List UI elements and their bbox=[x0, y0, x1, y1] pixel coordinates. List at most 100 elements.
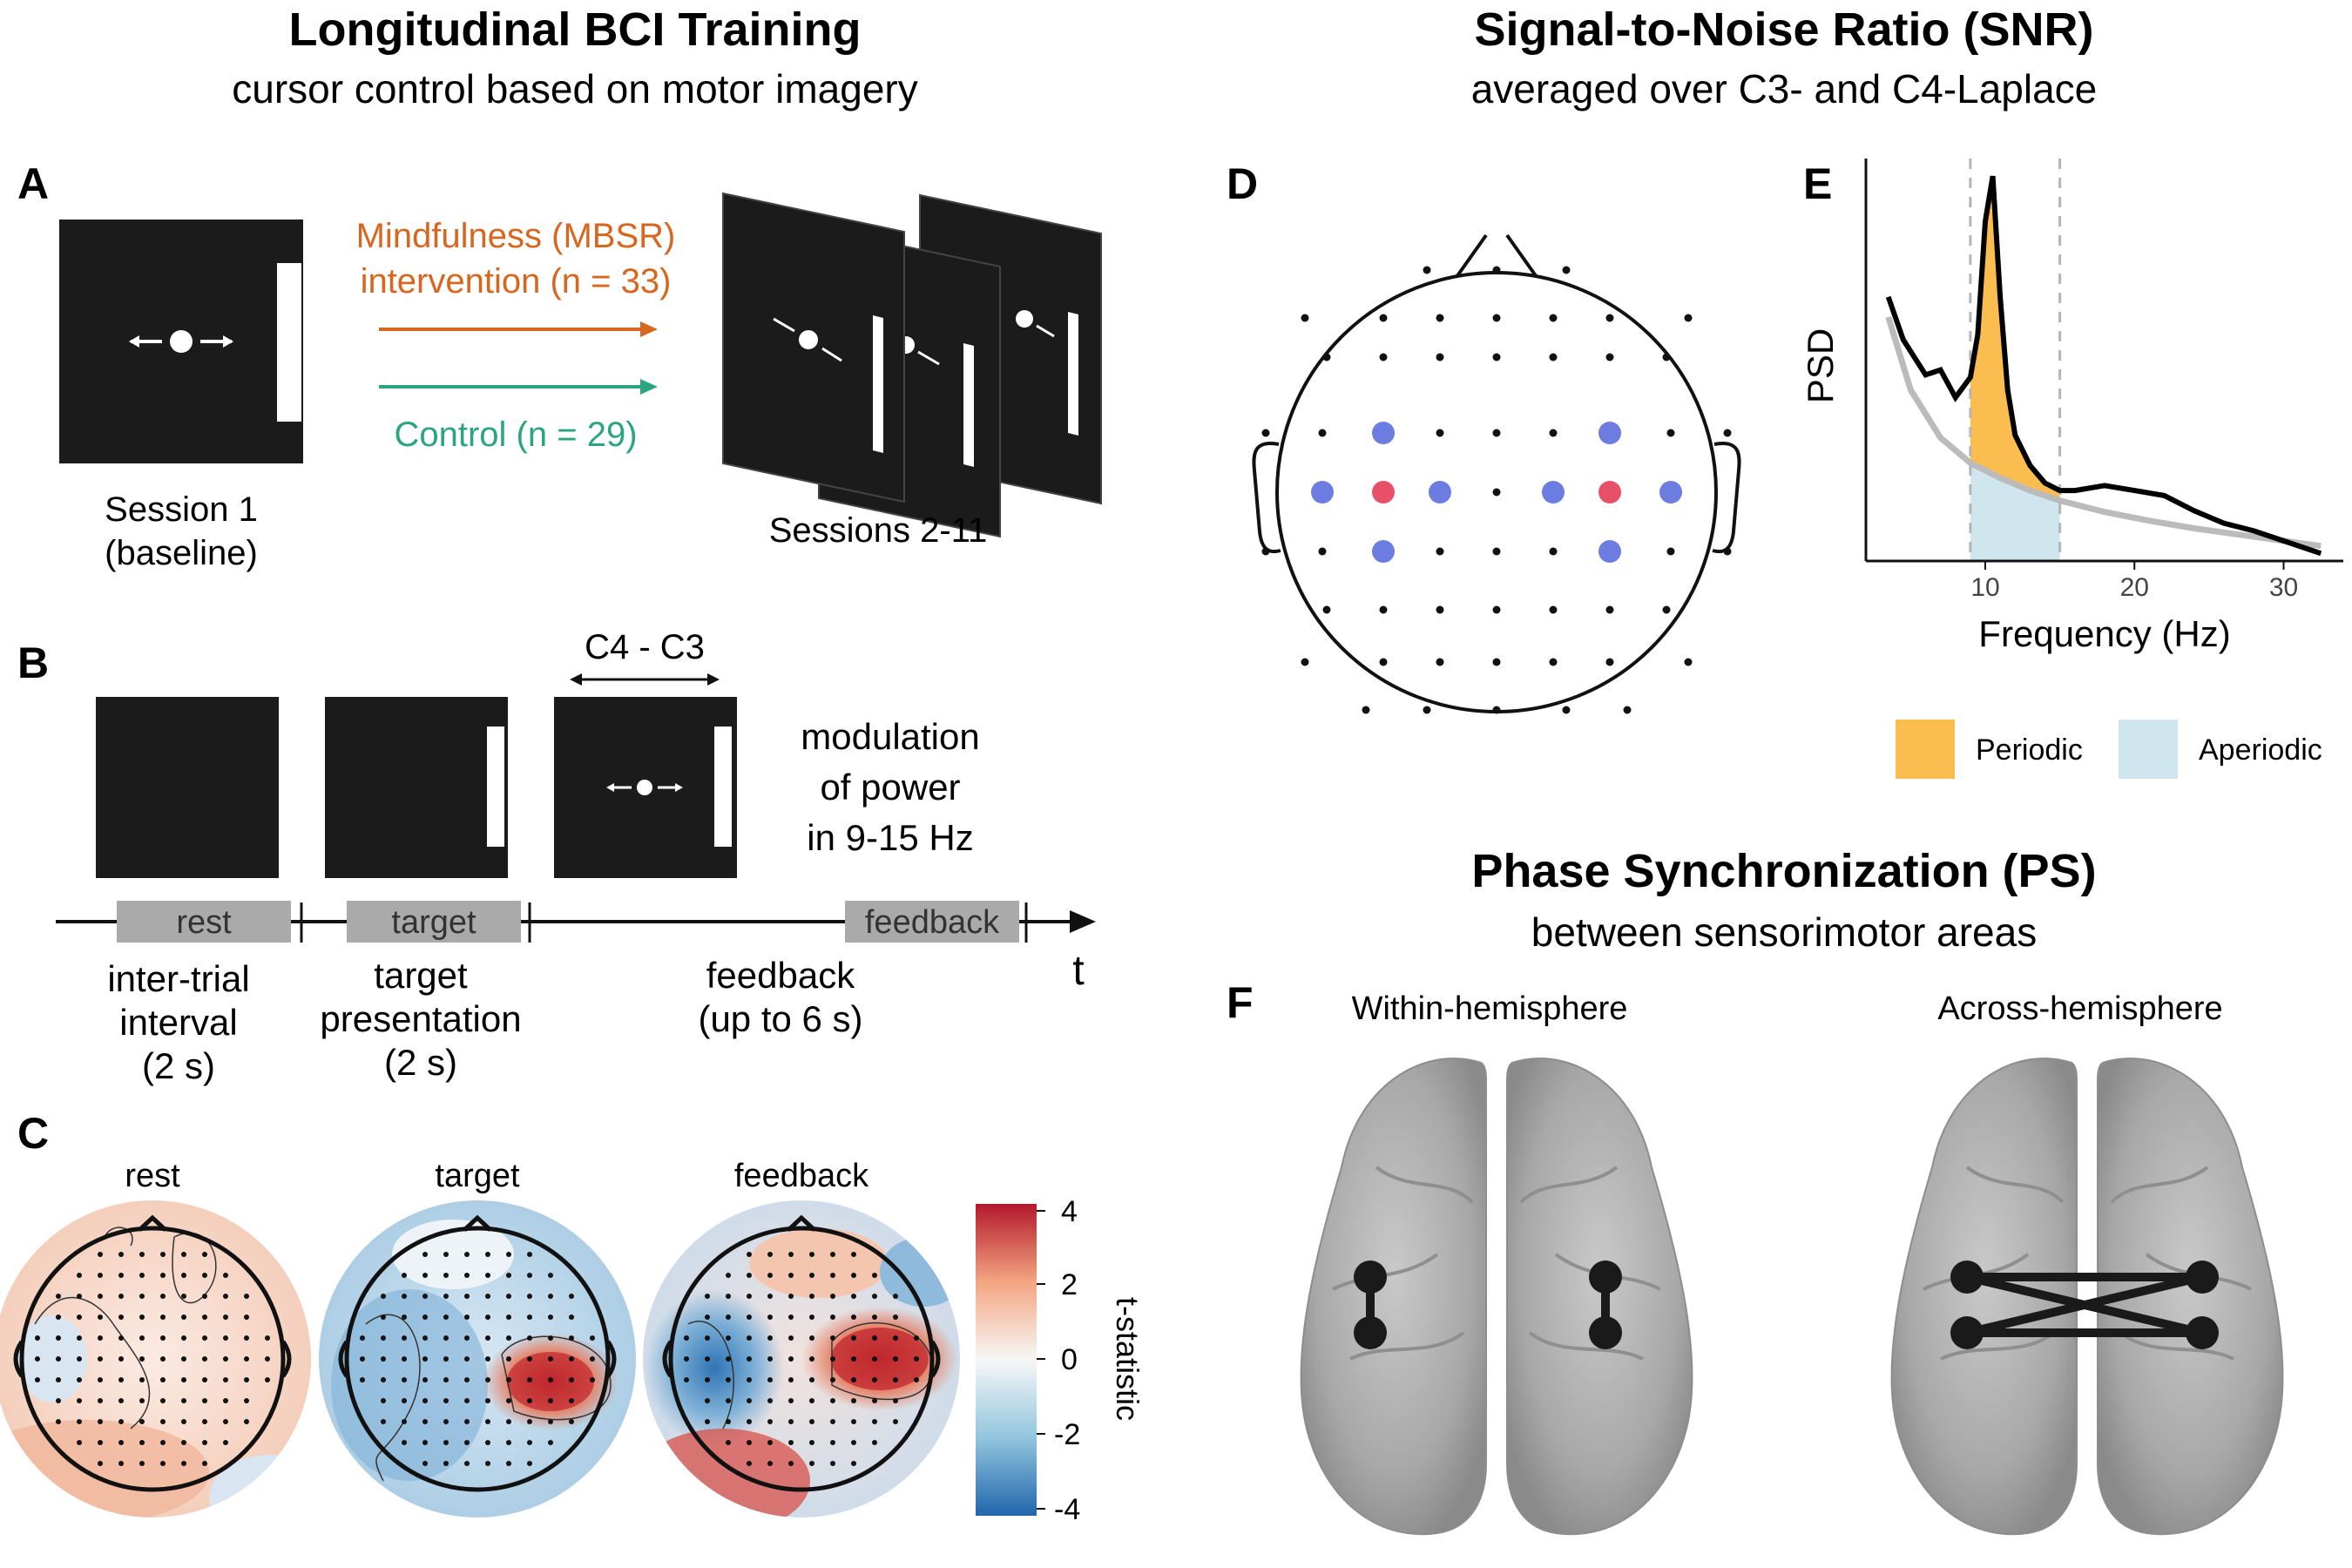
topo-electrode-dot bbox=[181, 1356, 186, 1362]
electrode-dot bbox=[1301, 658, 1309, 666]
control-label: Control (n = 29) bbox=[394, 416, 637, 454]
topo-electrode-dot bbox=[705, 1398, 710, 1403]
topo-electrode-dot bbox=[485, 1461, 490, 1466]
topo-electrode-dot bbox=[77, 1440, 82, 1445]
topo-electrode-dot bbox=[139, 1461, 145, 1466]
topo-electrode-dot bbox=[443, 1315, 449, 1320]
topo-electrode-dot bbox=[705, 1419, 710, 1424]
topo-electrode-dot bbox=[98, 1273, 103, 1278]
topo-electrode-dot bbox=[506, 1440, 511, 1445]
topo-title-target: target bbox=[435, 1158, 520, 1194]
electrode-dot bbox=[1549, 605, 1558, 614]
topo-electrode-dot bbox=[160, 1273, 166, 1278]
feedback-desc-2: (up to 6 s) bbox=[698, 998, 862, 1039]
topo-electrode-dot bbox=[443, 1377, 449, 1382]
electrode-dot bbox=[1605, 314, 1614, 322]
cbar-label: t-statistic bbox=[1110, 1297, 1146, 1421]
topo-electrode-dot bbox=[506, 1335, 511, 1341]
topo-electrode-dot bbox=[830, 1440, 835, 1445]
topo-electrode-dot bbox=[830, 1252, 835, 1257]
session1-label: Session 1 bbox=[105, 490, 258, 529]
topo-electrode-dot bbox=[139, 1398, 145, 1403]
topo-electrode-dot bbox=[788, 1294, 794, 1299]
topo-electrode-dot bbox=[160, 1440, 166, 1445]
topo-electrode-dot bbox=[181, 1335, 186, 1341]
topo-electrode-dot bbox=[747, 1440, 752, 1445]
session1-sub: (baseline) bbox=[105, 534, 258, 572]
cbar-tick-4: 4 bbox=[1061, 1195, 1078, 1228]
electrode-dot bbox=[1562, 266, 1571, 274]
ps-subtitle: between sensorimotor areas bbox=[1531, 909, 2037, 955]
electrode-dot bbox=[1549, 547, 1558, 556]
topo-electrode-dot bbox=[422, 1377, 428, 1382]
topo-electrode-dot bbox=[527, 1356, 532, 1362]
topo-electrode-dot bbox=[569, 1419, 574, 1424]
topo-electrode-dot bbox=[747, 1315, 752, 1320]
topo-electrode-dot bbox=[527, 1315, 532, 1320]
topo-electrode-dot bbox=[464, 1440, 470, 1445]
topo-electrode-dot bbox=[485, 1440, 490, 1445]
electrode-dot bbox=[1322, 605, 1331, 614]
topo-electrode-dot bbox=[160, 1252, 166, 1257]
topo-electrode-dot bbox=[851, 1398, 856, 1403]
topo-electrode-dot bbox=[139, 1356, 145, 1362]
topo-electrode-dot bbox=[56, 1377, 61, 1382]
topo-electrode-dot bbox=[244, 1398, 249, 1403]
topo-electrode-dot bbox=[590, 1335, 595, 1341]
topo-electrode-dot bbox=[244, 1356, 249, 1362]
electrode-dot bbox=[1549, 429, 1558, 437]
electrode-dot bbox=[1436, 314, 1444, 322]
aperiodic-fit-line bbox=[1885, 315, 2322, 550]
cbar-tick-0: 0 bbox=[1061, 1343, 1078, 1376]
topo-electrode-dot bbox=[139, 1315, 145, 1320]
psd-chart: 10 20 30 bbox=[1864, 159, 2343, 602]
topo-electrode-dot bbox=[788, 1356, 794, 1362]
topo-electrode-dot bbox=[747, 1398, 752, 1403]
topo-electrode-dot bbox=[202, 1356, 207, 1362]
target-desc-2: presentation bbox=[320, 998, 521, 1039]
electrode-dot bbox=[1318, 547, 1327, 556]
session1-screen bbox=[59, 220, 303, 463]
topo-electrode-dot bbox=[914, 1356, 919, 1362]
topo-electrode-dot bbox=[914, 1377, 919, 1382]
topo-electrode-dot bbox=[160, 1335, 166, 1341]
topo-electrode-dot bbox=[98, 1419, 103, 1424]
y-axis-label: PSD bbox=[1800, 328, 1841, 403]
topo-electrode-dot bbox=[181, 1398, 186, 1403]
topo-electrode-dot bbox=[118, 1273, 124, 1278]
topo-electrode-dot bbox=[809, 1440, 814, 1445]
rest-desc-3: (2 s) bbox=[142, 1045, 215, 1086]
intervention-n: intervention (n = 33) bbox=[361, 262, 672, 301]
topo-electrode-dot bbox=[788, 1273, 794, 1278]
laplace-neighbor-electrode bbox=[1598, 422, 1621, 444]
topo-electrode-dot bbox=[223, 1315, 228, 1320]
laplace-center-electrode bbox=[1598, 481, 1621, 504]
electrode-dot bbox=[1662, 353, 1671, 362]
electrode-dot bbox=[1492, 314, 1501, 322]
topo-electrode-dot bbox=[506, 1377, 511, 1382]
modulation-2: of power bbox=[820, 767, 960, 808]
topo-electrode-dot bbox=[402, 1294, 407, 1299]
topo-electrode-dot bbox=[851, 1461, 856, 1466]
topo-electrode-dot bbox=[360, 1335, 365, 1341]
topo-electrode-dot bbox=[809, 1252, 814, 1257]
c4-c3-label: C4 - C3 bbox=[585, 628, 705, 666]
rest-desc-1: inter-trial bbox=[107, 958, 249, 999]
topo-electrode-dot bbox=[914, 1335, 919, 1341]
topo-electrode-dot bbox=[265, 1377, 270, 1382]
topo-electrode-dot bbox=[485, 1419, 490, 1424]
topo-electrode-dot bbox=[548, 1294, 553, 1299]
topo-electrode-dot bbox=[402, 1419, 407, 1424]
topo-electrode-dot bbox=[160, 1377, 166, 1382]
topo-electrode-dot bbox=[422, 1440, 428, 1445]
topo-electrode-dot bbox=[506, 1356, 511, 1362]
topo-electrode-dot bbox=[223, 1273, 228, 1278]
topo-electrode-dot bbox=[77, 1294, 82, 1299]
panel-letter-e: E bbox=[1803, 159, 1832, 208]
topo-electrode-dot bbox=[767, 1335, 773, 1341]
target-tag-label: target bbox=[391, 904, 476, 941]
electrode-dot bbox=[1362, 706, 1370, 714]
panel-letter-b: B bbox=[17, 639, 49, 687]
topo-electrode-dot bbox=[35, 1377, 40, 1382]
topo-electrode-dot bbox=[809, 1461, 814, 1466]
